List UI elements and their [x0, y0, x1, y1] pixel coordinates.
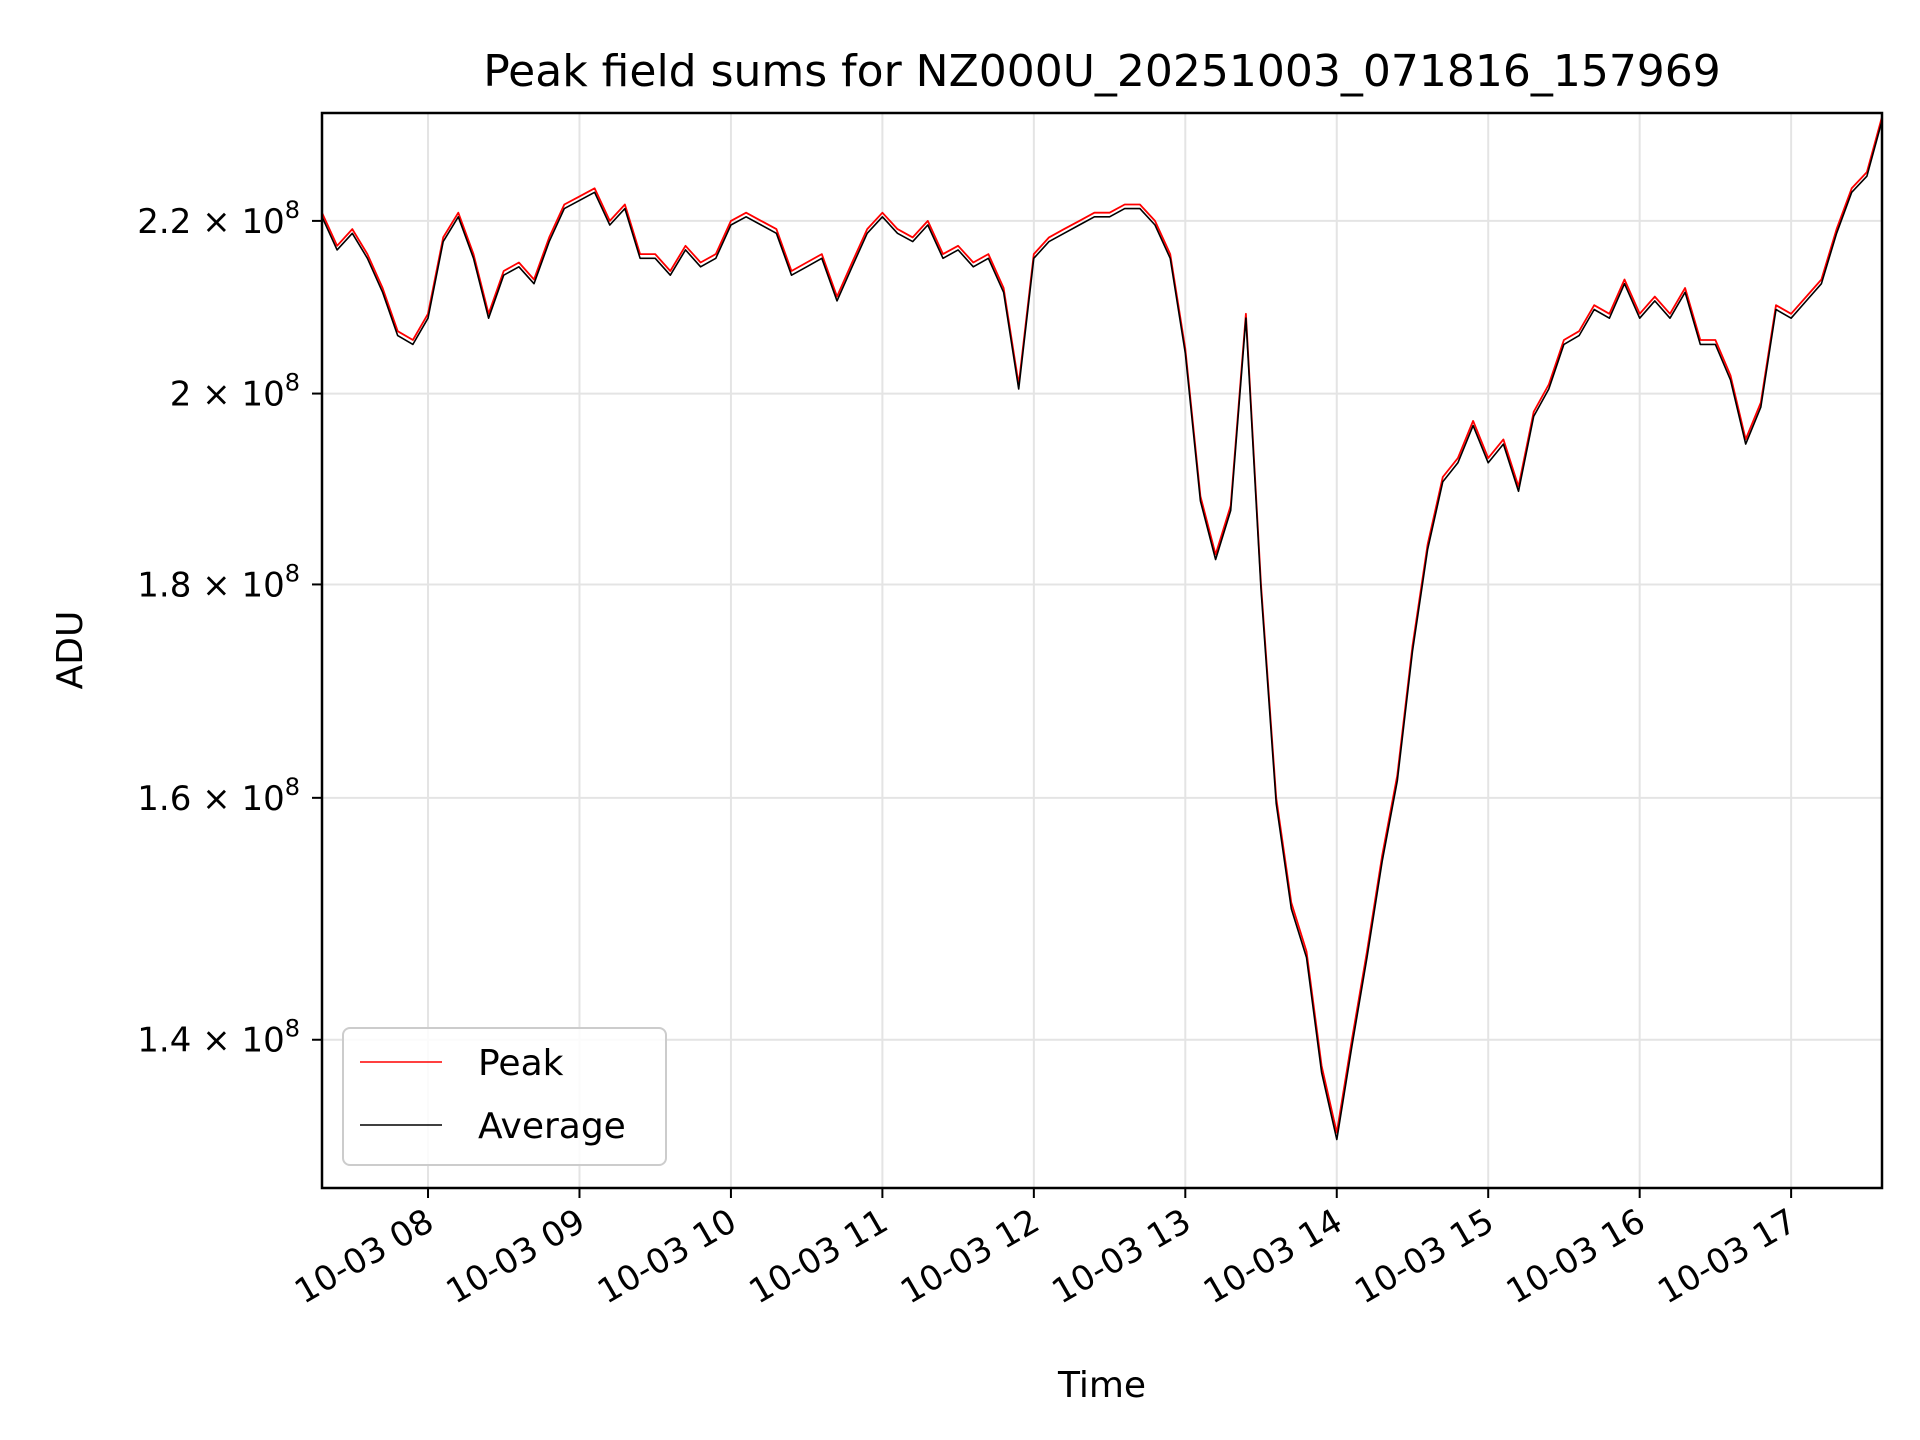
legend: Peak Average	[342, 1027, 667, 1166]
y-tick-label: 1.8 × 108	[137, 559, 300, 605]
y-axis: 1.4 × 108 1.6 × 108 1.8 × 108 2 × 108 2.2 × …	[137, 196, 322, 1061]
y-axis-label: ADU	[50, 611, 91, 690]
plot-frame	[320, 111, 1884, 1190]
legend-average-label: Average	[478, 1106, 626, 1147]
y-tick-label: 2 × 108	[170, 369, 300, 415]
chart-title: Peak field sums for NZ000U_20251003_0718…	[483, 46, 1721, 97]
plot-lines	[321, 116, 1883, 1141]
y-tick-label: 2.2 × 108	[137, 196, 300, 242]
y-tick-label: 1.6 × 108	[137, 773, 300, 819]
legend-peak-label: Peak	[478, 1043, 564, 1084]
series-line-average	[321, 120, 1883, 1141]
series-line-peak	[321, 116, 1883, 1134]
x-axis-label: Time	[1057, 1365, 1146, 1406]
grid	[322, 113, 1882, 1188]
y-tick-label: 1.4 × 108	[137, 1015, 300, 1061]
